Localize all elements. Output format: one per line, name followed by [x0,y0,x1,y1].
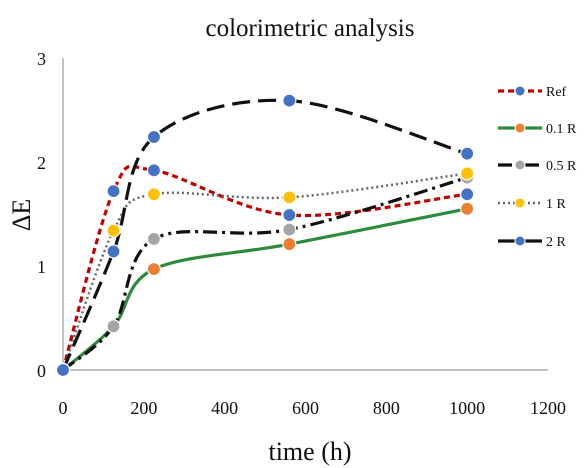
y-tick-label: 3 [37,49,46,69]
axes: 0 200 400 600 800 1000 1200 0 1 2 3 [37,49,566,418]
legend-marker [514,235,526,247]
data-point [282,237,297,252]
data-point [282,207,297,223]
data-point [146,262,162,277]
x-tick-label: 200 [130,398,157,418]
legend-label: Ref [546,85,567,100]
x-axis-label: time (h) [268,437,351,466]
series-line-3 [61,172,468,371]
series-line-2 [61,176,468,372]
x-tick-label: 400 [211,398,238,418]
x-tick-label: 0 [59,398,68,418]
x-tick-label: 800 [373,398,400,418]
data-point [460,146,475,161]
x-tick-label: 600 [292,398,319,418]
y-tick-label: 2 [37,153,46,173]
legend-label: 0.5 R [546,159,577,174]
series-line-4 [61,98,468,371]
x-tick-label: 1000 [449,398,485,418]
data-point [146,187,162,202]
series-layer [55,93,475,378]
data-point [55,362,71,378]
legend-label: 1 R [546,197,567,212]
y-tick-label: 1 [37,257,46,277]
legend-marker [514,197,526,209]
y-axis-label: ΔE [7,199,36,232]
legend-marker [514,85,526,97]
legend: Ref 0.1 R 0.5 R 1 R 2 R [498,85,577,250]
data-point [106,319,121,334]
data-point [146,231,162,247]
chart-title: colorimetric analysis [206,15,415,42]
data-point [106,223,121,238]
data-point [282,93,297,108]
data-point [282,222,297,237]
y-tick-label: 0 [37,361,46,381]
data-point [460,201,475,216]
data-point [282,190,297,205]
legend-marker [514,159,526,171]
data-point [460,187,475,202]
legend-marker [514,122,526,134]
x-tick-label: 1200 [530,398,566,418]
data-point [106,184,121,199]
data-point [460,166,475,181]
data-point [106,244,121,259]
legend-label: 2 R [546,235,567,250]
data-point [146,163,162,178]
legend-label: 0.1 R [546,122,577,137]
series-line-0 [61,164,468,371]
data-point [146,129,162,145]
